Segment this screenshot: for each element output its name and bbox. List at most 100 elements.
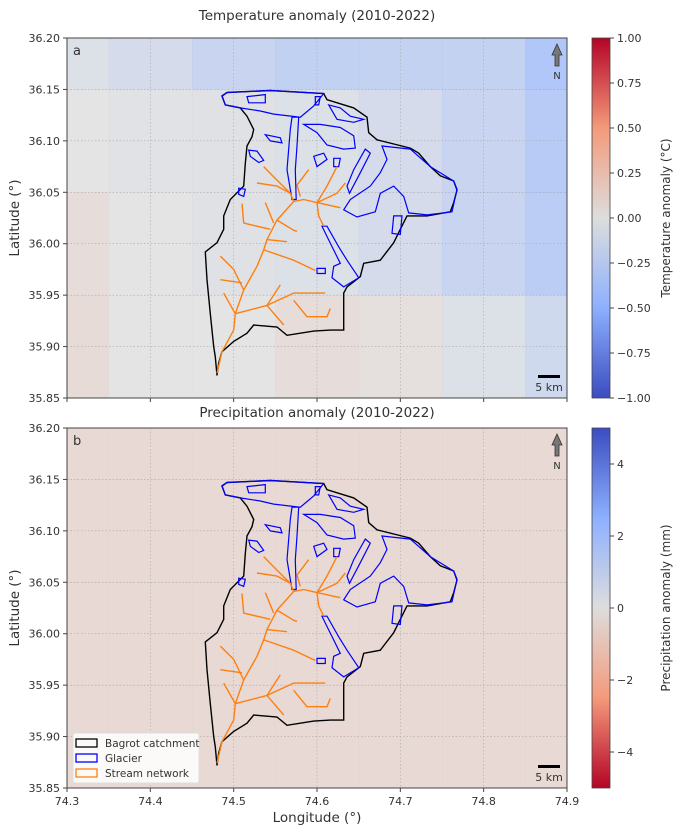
glacier-outline	[238, 577, 247, 588]
y-axis-label-a: Latitude (°)	[7, 179, 23, 256]
stream-line	[220, 279, 243, 284]
glacier-outline	[346, 148, 372, 195]
y-tick-label: 36.05	[29, 186, 61, 199]
grid-cell	[525, 685, 567, 788]
stream-line	[276, 609, 298, 623]
glacier-outline	[316, 657, 326, 665]
legend-label: Glacier	[105, 753, 143, 765]
stream-line	[266, 304, 285, 326]
colorbar-tick-label: −4	[617, 746, 633, 759]
grid-cell	[442, 38, 526, 90]
y-tick-label: 36.10	[29, 525, 61, 538]
stream-line	[316, 202, 325, 227]
panel-label: b	[73, 434, 81, 449]
y-axis-label-b: Latitude (°)	[7, 569, 23, 646]
colorbar-tick-label: 4	[617, 458, 624, 471]
glacier-outline	[327, 493, 367, 513]
legend-label: Stream network	[105, 768, 190, 780]
stream-line	[266, 694, 285, 716]
glacier-outline	[321, 225, 360, 288]
glacier-outline	[312, 542, 328, 558]
glacier-outline	[314, 486, 322, 496]
stream-line	[266, 628, 288, 633]
x-axis-label: Longitude (°)	[273, 810, 362, 826]
glacier-outline	[316, 267, 326, 275]
y-tick-label: 36.20	[29, 422, 61, 435]
y-tick-label: 36.05	[29, 576, 61, 589]
colorbar-tick-label: −2	[617, 674, 633, 687]
stream-line	[241, 593, 271, 620]
colorbar-a-label: Temperature anomaly (°C)	[659, 138, 673, 298]
glacier-outline	[391, 215, 403, 236]
legend-swatch	[75, 738, 98, 748]
scale-bar	[538, 375, 560, 378]
north-label: N	[553, 461, 560, 472]
colorbar-tick-label: 1.00	[617, 32, 642, 45]
north-arrow-icon	[551, 433, 563, 457]
glacier-outline	[247, 149, 265, 164]
x-tick-label: 74.4	[138, 795, 163, 808]
stream-line	[276, 219, 298, 233]
grid-cell	[525, 38, 567, 90]
stream-line	[223, 682, 236, 705]
x-tick-label: 74.3	[55, 795, 80, 808]
stream-line	[293, 299, 331, 318]
panel-b-title: Precipitation anomaly (2010-2022)	[199, 405, 434, 421]
stream-line	[316, 556, 338, 593]
colorbar-tick-label: 0.50	[617, 122, 642, 135]
glacier-outline	[391, 605, 403, 626]
stream-line	[241, 203, 271, 230]
y-tick-label: 35.95	[29, 289, 61, 302]
stream-line	[263, 249, 316, 272]
colorbar-tick-label: −0.50	[617, 302, 651, 315]
stream-line	[223, 292, 236, 315]
colorbar-tick-label: −1.00	[617, 392, 651, 405]
stream-line	[263, 639, 316, 662]
colorbar-tick-label: −0.25	[617, 257, 651, 270]
stream-line	[264, 592, 275, 614]
glacier-outline	[263, 523, 283, 534]
colorbar	[591, 37, 611, 399]
scale-label: 5 km	[535, 381, 563, 394]
stream-line	[296, 559, 310, 587]
stream-line	[235, 682, 326, 705]
stream-line	[316, 592, 325, 617]
stream-line	[235, 292, 326, 315]
stream-line	[266, 238, 288, 243]
catchment-outline	[204, 89, 458, 376]
scale-label: 5 km	[535, 771, 563, 784]
grid-cell	[67, 428, 110, 480]
y-tick-label: 35.90	[29, 341, 61, 354]
y-tick-label: 36.20	[29, 32, 61, 45]
stream-line	[296, 169, 310, 197]
stream-line	[256, 182, 295, 202]
legend-box	[72, 732, 200, 784]
stream-line	[266, 284, 281, 306]
stream-line	[316, 166, 338, 203]
y-tick-label: 36.15	[29, 473, 61, 486]
y-tick-label: 35.85	[29, 392, 61, 405]
colorbar-tick-label: −0.75	[617, 347, 651, 360]
glacier-outline	[342, 535, 458, 608]
glacier-outline	[286, 116, 300, 201]
grid-cell	[525, 192, 567, 296]
legend-swatch	[75, 768, 98, 778]
glacier-outline	[333, 547, 342, 558]
north-arrow-icon	[551, 43, 563, 67]
glacier-outline	[321, 615, 360, 678]
grid-cell	[525, 295, 567, 398]
map-panel-b	[67, 428, 567, 788]
legend-label: Bagrot catchment	[105, 738, 199, 750]
colorbar-tick-label: 0.75	[617, 77, 642, 90]
colorbar-tick-label: 0.25	[617, 167, 642, 180]
panel-label: a	[73, 44, 81, 59]
stream-line	[220, 669, 243, 674]
glacier-outline	[346, 538, 372, 585]
glacier-outline	[301, 123, 356, 150]
colorbar-tick-label: 0.00	[617, 212, 642, 225]
grid-cell	[525, 479, 567, 583]
colorbar	[591, 427, 611, 789]
x-tick-label: 74.7	[388, 795, 413, 808]
north-label: N	[553, 71, 560, 82]
